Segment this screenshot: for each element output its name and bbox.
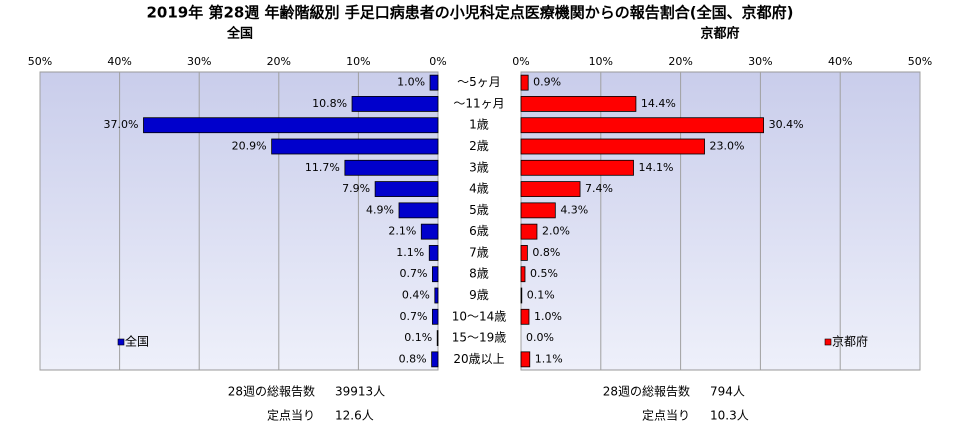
data-label: 23.0% xyxy=(710,140,745,153)
note-label: 28週の総報告数 xyxy=(228,384,315,399)
data-label: 0.1% xyxy=(404,331,432,344)
category-label: 3歳 xyxy=(469,160,489,174)
bar xyxy=(520,159,634,176)
category-label: 15～19歳 xyxy=(452,331,507,345)
note-value: 39913人 xyxy=(335,385,385,399)
data-label: 0.4% xyxy=(402,289,430,302)
chart-title: 2019年 第28週 年齢階級別 手足口病患者の小児科定点医療機関からの報告割合… xyxy=(146,4,793,22)
data-label: 14.1% xyxy=(639,161,674,174)
bar xyxy=(520,202,556,219)
bar xyxy=(398,202,439,219)
data-label: 0.7% xyxy=(399,310,427,323)
x-tick-label: 50% xyxy=(908,55,932,68)
note-value: 12.6人 xyxy=(335,409,374,423)
category-label: 1歳 xyxy=(469,118,489,132)
category-label: 20歳以上 xyxy=(453,352,504,366)
data-label: 0.9% xyxy=(533,76,561,89)
bar xyxy=(432,308,439,325)
x-tick-label: 40% xyxy=(828,55,852,68)
x-tick-label: 0% xyxy=(512,55,529,68)
legend-label: 京都府 xyxy=(832,334,868,349)
bar xyxy=(520,74,529,91)
data-label: 0.7% xyxy=(399,267,427,280)
data-label: 4.3% xyxy=(560,203,588,216)
data-label: 2.0% xyxy=(542,225,570,238)
bar xyxy=(520,117,764,134)
bar xyxy=(431,351,439,368)
data-label: 11.7% xyxy=(305,161,340,174)
x-tick-label: 0% xyxy=(429,55,446,68)
data-label: 1.1% xyxy=(535,352,563,365)
data-label: 20.9% xyxy=(232,140,267,153)
x-tick-label: 30% xyxy=(187,55,211,68)
data-label: 37.0% xyxy=(104,118,139,131)
bar xyxy=(351,96,439,112)
bar xyxy=(520,266,526,283)
bar xyxy=(420,223,439,240)
category-label: 7歳 xyxy=(469,245,489,259)
category-label: ～11ヶ月 xyxy=(453,96,504,110)
category-label: 6歳 xyxy=(469,224,489,238)
data-label: 4.9% xyxy=(366,203,394,216)
data-label: 7.9% xyxy=(342,182,370,195)
note-label: 28週の総報告数 xyxy=(603,384,690,399)
bar xyxy=(520,138,705,155)
category-label: 2歳 xyxy=(469,139,489,153)
x-tick-label: 30% xyxy=(748,55,772,68)
data-label: 10.8% xyxy=(312,97,347,110)
data-label: 1.1% xyxy=(396,246,424,259)
data-label: 7.4% xyxy=(585,182,613,195)
data-label: 1.0% xyxy=(397,76,425,89)
bar xyxy=(520,96,637,112)
note-value: 794人 xyxy=(710,385,745,399)
legend-swatch xyxy=(117,338,125,346)
legend-swatch xyxy=(824,338,832,346)
category-label: 4歳 xyxy=(469,182,489,196)
data-label: 0.1% xyxy=(527,289,555,302)
x-tick-label: 50% xyxy=(28,55,52,68)
category-label: 8歳 xyxy=(469,267,489,281)
panel-title: 京都府 xyxy=(700,26,739,42)
data-label: 2.1% xyxy=(388,225,416,238)
category-label: ～5ヶ月 xyxy=(457,75,501,89)
bar xyxy=(520,245,528,261)
plot-area xyxy=(39,71,439,371)
x-tick-label: 10% xyxy=(346,55,370,68)
bar xyxy=(143,117,439,134)
x-tick-label: 40% xyxy=(107,55,131,68)
x-tick-label: 20% xyxy=(267,55,291,68)
bar xyxy=(436,330,439,346)
data-label: 30.4% xyxy=(769,118,804,131)
bar xyxy=(271,138,439,155)
data-label: 14.4% xyxy=(641,97,676,110)
plot-area xyxy=(520,71,921,371)
bar xyxy=(344,159,439,176)
x-tick-label: 20% xyxy=(668,55,692,68)
note-label: 定点当り xyxy=(267,408,315,423)
bar xyxy=(520,308,530,325)
bar xyxy=(432,266,439,283)
bar xyxy=(428,245,439,261)
category-label: 5歳 xyxy=(469,203,489,217)
bar xyxy=(374,181,439,197)
note-label: 定点当り xyxy=(642,408,690,423)
bar xyxy=(429,74,439,91)
bar xyxy=(520,223,538,240)
data-label: 0.8% xyxy=(532,246,560,259)
x-tick-label: 10% xyxy=(589,55,613,68)
data-label: 0.0% xyxy=(526,331,554,344)
data-label: 0.8% xyxy=(399,352,427,365)
bar xyxy=(520,287,523,304)
bar xyxy=(520,351,531,368)
bar xyxy=(434,287,439,304)
note-value: 10.3人 xyxy=(710,409,749,423)
bar xyxy=(520,181,581,197)
category-label: 10～14歳 xyxy=(452,309,507,323)
legend-label: 全国 xyxy=(125,334,149,349)
data-label: 1.0% xyxy=(534,310,562,323)
data-label: 0.5% xyxy=(530,267,558,280)
category-label: 9歳 xyxy=(469,288,489,302)
panel-title: 全国 xyxy=(226,26,253,42)
